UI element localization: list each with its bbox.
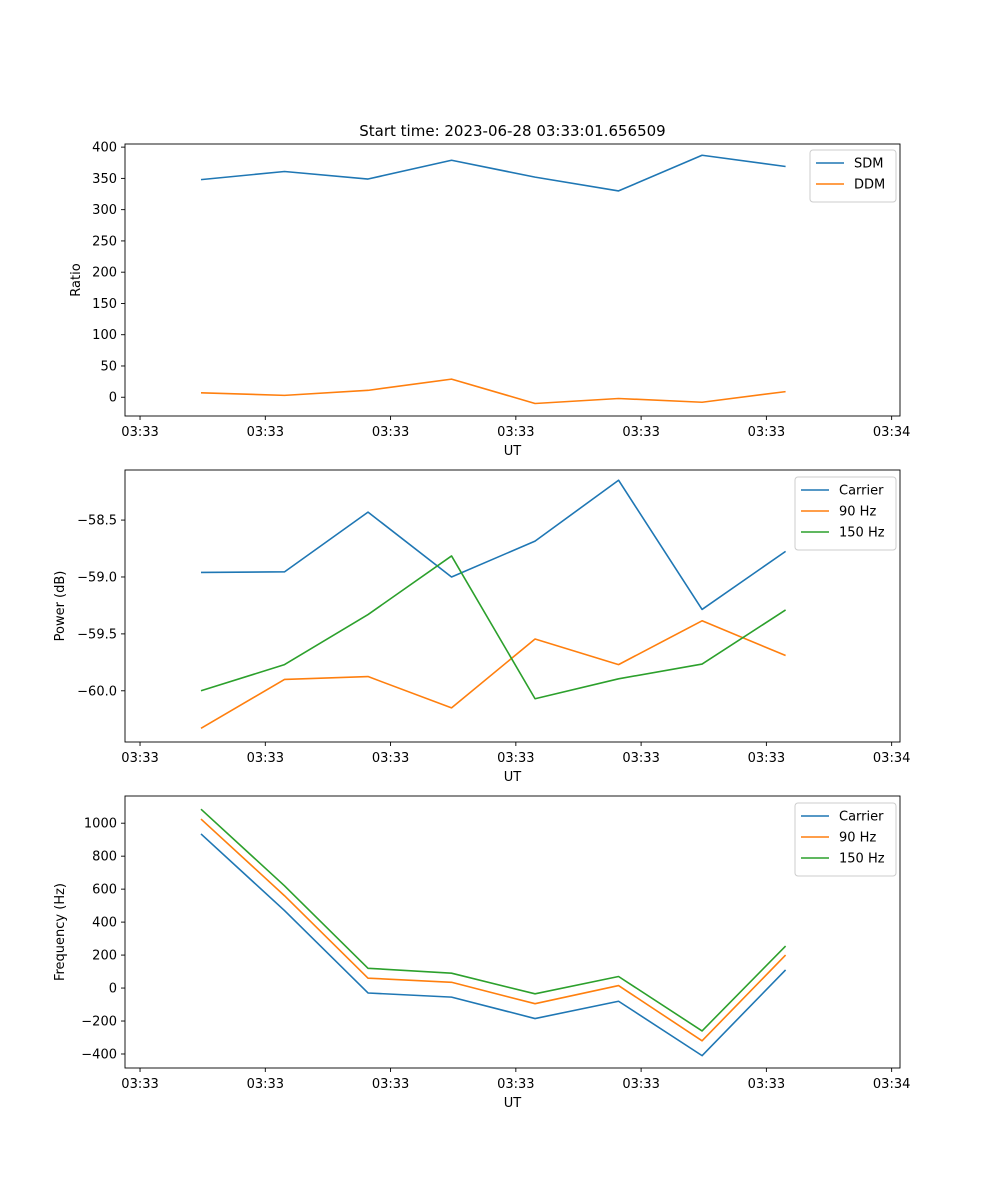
- power-legend-entry: 150 Hz: [839, 526, 885, 541]
- frequency-y-tick-label: 400: [92, 916, 117, 931]
- frequency-y-tick-label: 600: [92, 883, 117, 898]
- ratio-y-tick-label: 400: [92, 141, 117, 156]
- ratio-x-tick-label: 03:33: [121, 425, 158, 440]
- frequency-y-tick-label: 800: [92, 850, 117, 865]
- power-series-line-1: [200, 619, 786, 730]
- ratio-y-tick-label: 250: [92, 234, 117, 249]
- ratio-y-tick-label: 0: [109, 391, 117, 406]
- power-legend-entry: 90 Hz: [839, 505, 876, 520]
- power-legend: Carrier 90 Hz 150 Hz: [794, 476, 897, 551]
- power-x-tick-label: 03:33: [372, 751, 409, 766]
- ratio-y-tick-label: 100: [92, 328, 117, 343]
- power-subplot: 03:33 03:33 03:33 03:33 03:33 03:33 03:34 −60.0…: [53, 469, 910, 785]
- frequency-y-tick-label: 1000: [84, 817, 117, 832]
- frequency-series-line-1: [200, 818, 787, 1042]
- ratio-series-line-1: [200, 378, 786, 405]
- frequency-x-tick-label: 03:33: [247, 1077, 284, 1092]
- power-x-tick-label: 03:34: [873, 751, 910, 766]
- frequency-x-tick-label: 03:33: [622, 1077, 659, 1092]
- frequency-subplot: 03:33 03:33 03:33 03:33 03:33 03:33 03:34 −400 −…: [53, 795, 910, 1111]
- frequency-y-tick-label: 200: [92, 949, 117, 964]
- frequency-legend-entry: Carrier: [839, 810, 884, 825]
- frequency-x-tick-label: 03:33: [497, 1077, 534, 1092]
- frequency-legend-entry: 90 Hz: [839, 831, 876, 846]
- ratio-y-tick-label: 300: [92, 203, 117, 218]
- ratio-x-tick-label: 03:34: [873, 425, 910, 440]
- power-series-line-0: [200, 479, 787, 611]
- ratio-x-tick-label: 03:33: [497, 425, 534, 440]
- frequency-legend-entry: 150 Hz: [839, 852, 885, 867]
- ratio-legend: SDM DDM: [809, 149, 897, 203]
- power-legend-entry: Carrier: [839, 484, 884, 499]
- power-y-axis-label: Power (dB): [53, 571, 68, 642]
- ratio-y-tick-label: 50: [100, 359, 117, 374]
- ratio-series-line-0: [200, 154, 786, 192]
- power-y-tick-label: −59.5: [77, 627, 117, 642]
- frequency-y-axis-label: Frequency (Hz): [53, 883, 68, 981]
- ratio-y-tick-label: 200: [92, 266, 117, 281]
- ratio-x-tick-label: 03:33: [748, 425, 785, 440]
- power-x-axis-label: UT: [504, 770, 522, 785]
- power-y-tick-label: −59.0: [77, 570, 117, 585]
- frequency-legend: Carrier 90 Hz 150 Hz: [794, 802, 897, 877]
- frequency-axes-frame: [124, 795, 901, 1069]
- ratio-x-axis-label: UT: [504, 444, 522, 459]
- power-axes-frame: [124, 469, 901, 743]
- ratio-y-tick-label: 150: [92, 297, 117, 312]
- ratio-axes-frame: [124, 143, 901, 417]
- ratio-x-tick-label: 03:33: [372, 425, 409, 440]
- frequency-x-tick-label: 03:33: [748, 1077, 785, 1092]
- ratio-x-tick-label: 03:33: [247, 425, 284, 440]
- ratio-y-axis-label: Ratio: [69, 263, 84, 296]
- power-x-tick-label: 03:33: [622, 751, 659, 766]
- frequency-y-tick-label: −200: [81, 1015, 117, 1030]
- power-y-tick-label: −58.5: [77, 514, 117, 529]
- power-y-tick-label: −60.0: [77, 684, 117, 699]
- power-series-line-2: [200, 555, 787, 700]
- ratio-x-tick-label: 03:33: [622, 425, 659, 440]
- frequency-y-tick-label: 0: [109, 982, 117, 997]
- figure-title: Start time: 2023-06-28 03:33:01.656509: [359, 122, 665, 140]
- ratio-y-tick-label: 350: [92, 172, 117, 187]
- power-x-tick-label: 03:33: [748, 751, 785, 766]
- frequency-x-tick-label: 03:33: [121, 1077, 158, 1092]
- power-x-tick-label: 03:33: [121, 751, 158, 766]
- frequency-series-line-0: [200, 833, 787, 1057]
- ratio-subplot: 03:33 03:33 03:33 03:33 03:33 03:33 03:34 0 50 10…: [69, 141, 910, 459]
- power-x-tick-label: 03:33: [247, 751, 284, 766]
- frequency-series-line-2: [200, 808, 787, 1032]
- power-x-tick-label: 03:33: [497, 751, 534, 766]
- frequency-x-tick-label: 03:33: [372, 1077, 409, 1092]
- ratio-legend-entry: SDM: [854, 157, 883, 172]
- frequency-x-tick-label: 03:34: [873, 1077, 910, 1092]
- frequency-x-axis-label: UT: [504, 1096, 522, 1111]
- frequency-y-tick-label: −400: [81, 1047, 117, 1062]
- ratio-legend-entry: DDM: [854, 178, 885, 193]
